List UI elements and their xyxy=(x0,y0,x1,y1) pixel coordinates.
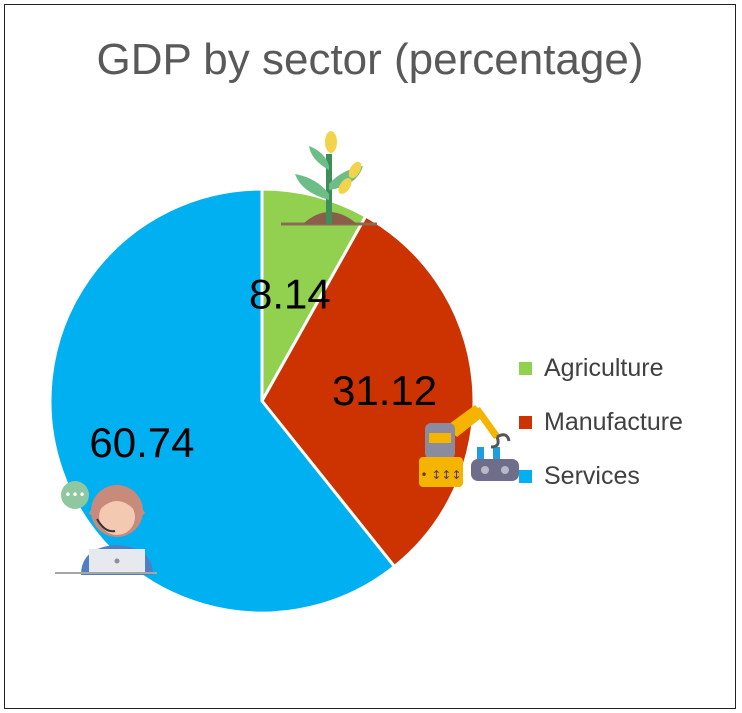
support-agent-icon: ••• xyxy=(55,481,157,575)
svg-text:• ↕↕↕: • ↕↕↕ xyxy=(420,468,461,482)
plant-icon xyxy=(281,131,377,226)
svg-text:•••: ••• xyxy=(64,488,85,502)
legend-label-manufacture: Manufacture xyxy=(544,407,683,436)
legend-swatch-agriculture xyxy=(519,361,532,375)
legend-swatch-manufacture xyxy=(519,415,532,429)
chart-frame: GDP by sector (percentage) 8.14 31.12 60.7… xyxy=(4,4,736,709)
legend-item-manufacture: Manufacture xyxy=(519,395,683,449)
robot-arm-icon: • ↕↕↕ xyxy=(419,405,519,487)
legend-label-agriculture: Agriculture xyxy=(544,353,664,382)
chart-title: GDP by sector (percentage) xyxy=(96,35,644,84)
data-label-services: 60.74 xyxy=(89,419,194,466)
legend-item-services: Services xyxy=(519,449,683,503)
chart-legend: Agriculture Manufacture Services xyxy=(519,341,683,503)
pie-chart: 8.14 31.12 60.74 • ↕↕↕ xyxy=(48,131,519,615)
legend-label-services: Services xyxy=(544,461,640,490)
pie-slice-agriculture xyxy=(260,187,368,407)
data-label-manufacture: 31.12 xyxy=(332,367,437,414)
legend-swatch-services xyxy=(519,469,532,483)
data-label-agriculture: 8.14 xyxy=(249,270,331,317)
legend-item-agriculture: Agriculture xyxy=(519,341,683,395)
